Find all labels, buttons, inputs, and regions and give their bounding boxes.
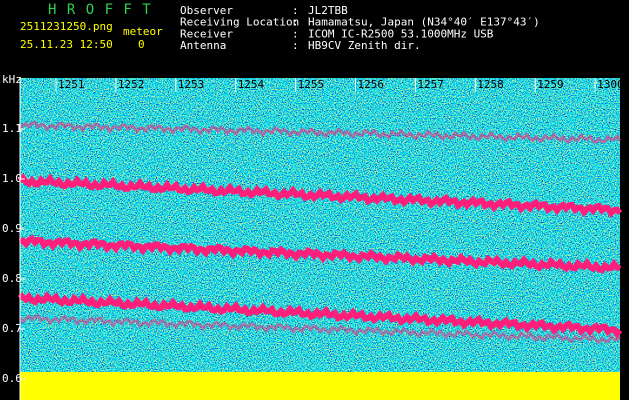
x-tick-label: 1251 [58,78,85,91]
x-tick-label: 1257 [417,78,444,91]
y-tick-label: 1.0 [2,172,22,185]
y-tick-label: 0.8 [2,272,22,285]
y-unit: kHz [2,73,22,86]
x-tick-label: 1258 [477,78,504,91]
field-separator: : [292,16,299,29]
echo-band [17,291,623,339]
field-label: Receiving Location [180,16,299,29]
file-name: 2511231250.png [20,20,113,33]
field-label: Antenna [180,39,226,52]
y-tick-label: 0.7 [2,322,22,335]
x-tick-label: 1300 [597,78,624,91]
y-tick-label: 1.1 [2,122,22,135]
x-tick-label: 1252 [118,78,144,91]
x-tick-label: 1254 [238,78,265,91]
echo-band [18,234,622,274]
field-value: JL2TBB [308,4,348,17]
x-tick-label: 1253 [178,78,205,91]
meteor-count: 0 [138,38,145,51]
echo-bands [17,120,623,345]
x-tick-label: 1259 [537,78,564,91]
meteor-label: meteor [123,25,163,38]
field-label: Receiver [180,27,233,40]
app-title: H R O F F T [48,2,152,18]
field-label: Observer [180,4,233,17]
field-value: Hamamatsu, Japan (N34°40′ E137°43′) [308,16,540,29]
baseline-band [20,372,620,400]
field-separator: : [292,4,299,17]
field-separator: : [292,27,299,40]
echo-band [18,120,622,145]
field-value: HB9CV Zenith dir. [308,39,421,52]
x-tick-label: 1256 [358,78,385,91]
echo-band [17,172,623,219]
x-tick-label: 1255 [298,78,325,91]
field-value: ICOM IC-R2500 53.1000MHz USB [308,27,494,40]
datetime: 25.11.23 12:50 [20,38,113,51]
echo-band [18,313,622,345]
y-tick-label: 0.6 [2,372,22,385]
field-separator: : [292,39,299,52]
y-tick-label: 0.9 [2,222,22,235]
